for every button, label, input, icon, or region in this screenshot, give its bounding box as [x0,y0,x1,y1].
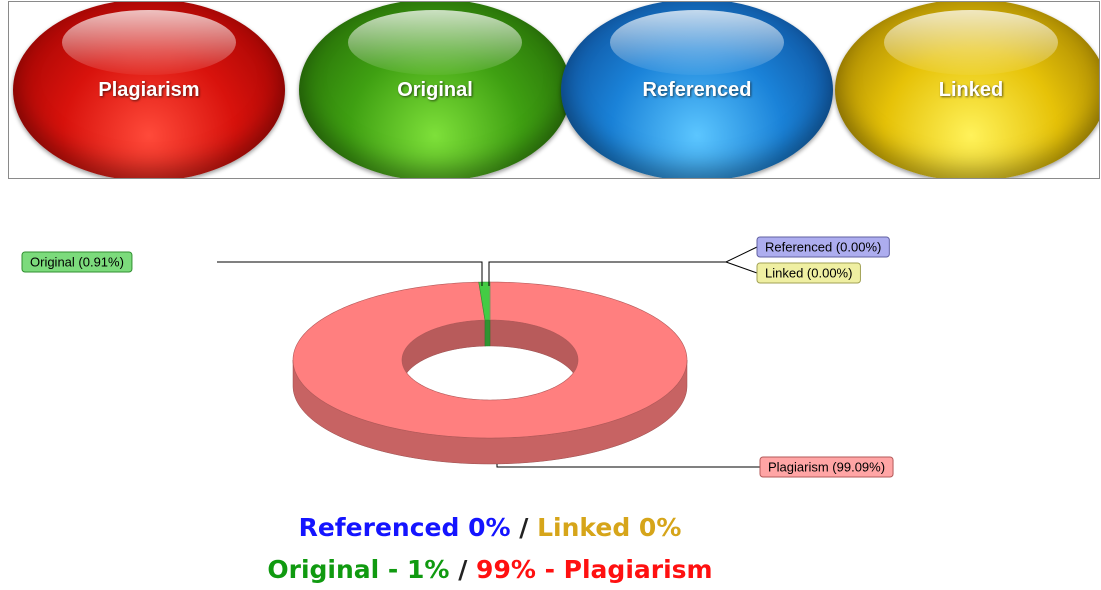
data-label: Original (0.91%) [30,254,124,269]
summary-text: 99% - Plagiarism [476,555,713,584]
button[interactable]: Plagiarism [13,2,285,178]
label-box [756,262,861,284]
button-label: Plagiarism [98,78,200,101]
button[interactable]: Original [299,2,571,178]
inner-wall [484,319,491,347]
data-label: Plagiarism (99.09%) [768,459,885,474]
donut-chart: Plagiarism (99.09%) Original (0.91%) Refer… [21,236,894,478]
button[interactable]: Referenced [561,2,833,178]
leader-line [217,261,483,286]
label-box [756,236,890,258]
data-label: Linked (0.00%) [765,265,852,280]
summary-line: Referenced 0% / Linked 0% [0,513,980,542]
summary-line: Original - 1% / 99% - Plagiarism [0,555,980,584]
category-buttons: Plagiarism Original Referenced Linked [8,1,1100,179]
leader-line [496,464,760,468]
data-label: Referenced (0.00%) [765,239,881,254]
button-label: Referenced [642,78,752,101]
summary-text: Linked 0% [537,513,682,542]
leader-line [488,246,758,286]
label-box [759,456,894,478]
label-box [21,251,133,273]
button-label: Linked [938,78,1004,101]
button-label: Original [397,78,473,101]
separator: / [519,513,529,542]
button[interactable]: Linked [835,2,1099,178]
top-faces [292,281,688,439]
leader-line [725,261,758,274]
separator: / [458,555,468,584]
summary-text: Original - 1% [267,555,450,584]
summary-text: Referenced 0% [298,513,511,542]
